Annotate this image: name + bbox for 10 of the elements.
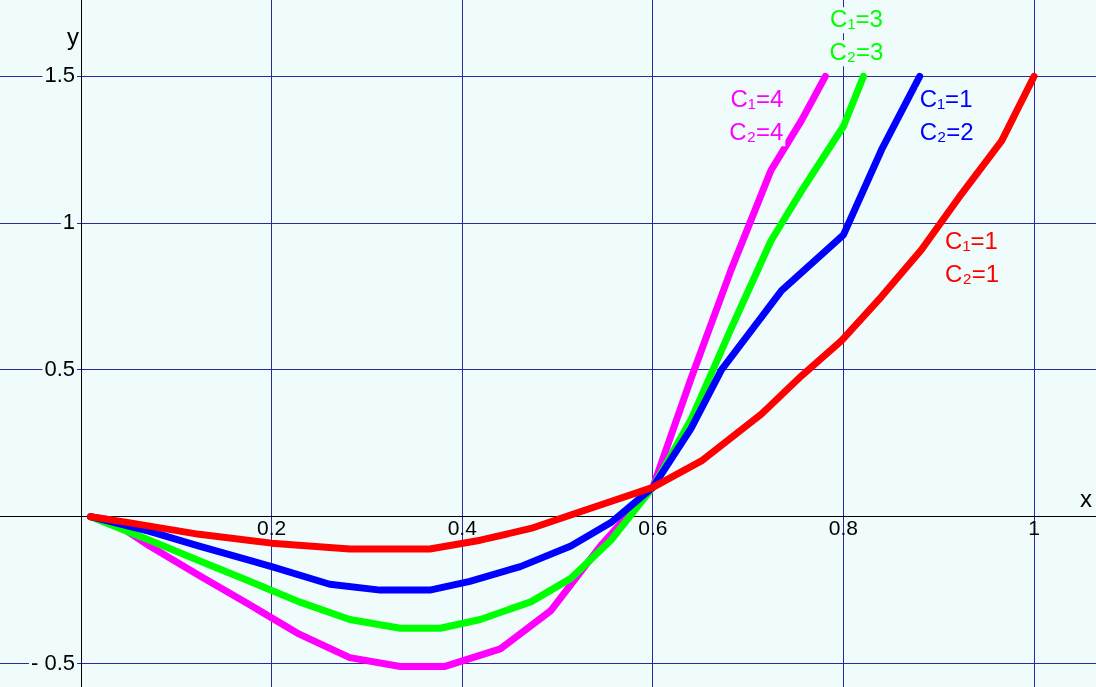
series-label: C₁=4 C₂=4 <box>729 84 784 145</box>
y-tick-label: 0.5 <box>44 355 76 381</box>
y-tick-label: - 0.5 <box>30 649 76 675</box>
series-label: C₁=1 C₂=1 <box>945 226 1000 287</box>
y-axis-title: y <box>67 22 80 50</box>
series-label: C₁=3 C₂=3 <box>829 4 884 65</box>
y-tick-label: 1 <box>62 209 76 235</box>
x-axis-title: x <box>1080 485 1092 513</box>
y-tick-label: 1.5 <box>44 62 76 88</box>
series-label: C₁=1 C₂=2 <box>919 84 974 145</box>
